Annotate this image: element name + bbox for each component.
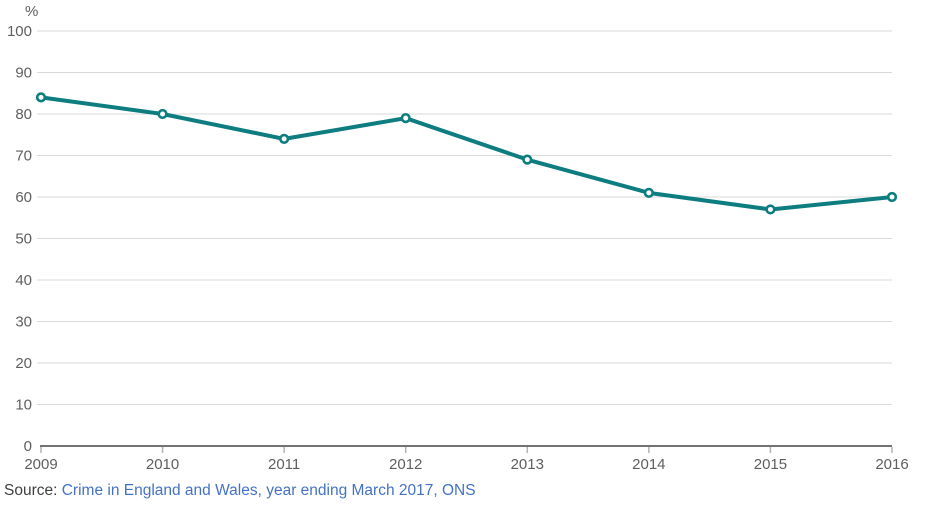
x-tick-label: 2009	[24, 456, 57, 473]
y-axis-unit-label: %	[25, 3, 39, 20]
y-tick-label: 50	[15, 231, 32, 248]
data-point-marker	[157, 108, 168, 120]
data-line	[39, 95, 894, 212]
y-tick-label: 20	[15, 355, 32, 372]
x-tick-label: 2012	[389, 456, 422, 473]
source-line: Source: Crime in England and Wales, year…	[4, 482, 476, 500]
x-tick-label: 2010	[146, 456, 179, 473]
y-tick-label: 80	[15, 106, 32, 123]
x-tick-label: 2015	[754, 456, 787, 473]
y-tick-label: 60	[15, 189, 32, 206]
data-point-marker	[886, 191, 898, 203]
data-point-marker	[643, 187, 654, 198]
data-point-marker	[522, 154, 533, 165]
y-tick-label: 30	[15, 314, 32, 331]
source-prefix-label: Source:	[4, 482, 62, 499]
x-tick-label: 2016	[875, 456, 908, 473]
chart-plot-area: 0 10 20 30 40 50 60 70 80 90 100 2009 2010 2011 2012 20…	[7, 23, 909, 473]
y-tick-label: 70	[15, 148, 32, 165]
data-point-marker	[279, 133, 290, 144]
y-tick-label: 0	[24, 438, 32, 455]
x-tick-label: 2013	[511, 456, 544, 473]
data-point-marker	[765, 204, 776, 215]
y-tick-label: 100	[7, 23, 32, 40]
y-tick-label: 40	[15, 272, 32, 289]
data-point-marker	[35, 92, 47, 103]
y-tick-label: 10	[15, 397, 32, 414]
source-link[interactable]: Crime in England and Wales, year ending …	[61, 482, 476, 499]
x-tick-label: 2011	[268, 456, 300, 473]
data-point-marker	[400, 113, 411, 124]
x-tick-label: 2014	[632, 456, 665, 473]
y-tick-label: 90	[15, 65, 32, 82]
